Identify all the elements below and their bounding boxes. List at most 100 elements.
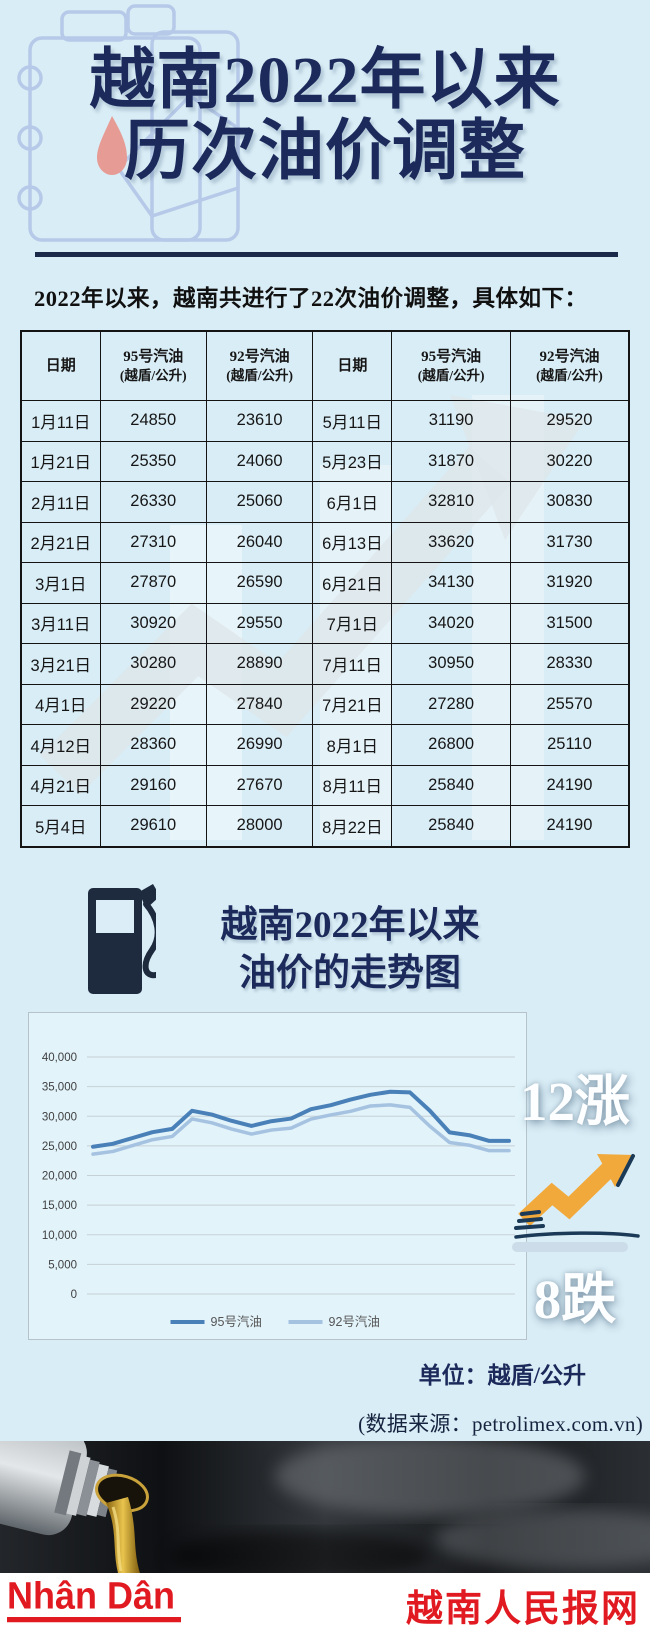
price-cell: 32810	[391, 481, 511, 523]
price-cell: 34130	[391, 562, 511, 604]
price-cell: 27310	[99, 521, 207, 563]
price-cell: 29520	[509, 400, 630, 442]
price-cell: 23610	[205, 400, 314, 442]
column-header: 95号汽油 (越盾/公升)	[391, 330, 511, 401]
price-cell: 30280	[99, 643, 207, 685]
table-row: 2月21日 27310 26040 6月13日 33620 31730	[20, 521, 630, 563]
table-row: 2月11日 26330 25060 6月1日 32810 30830	[20, 481, 630, 523]
price-cell: 29220	[99, 683, 207, 725]
y-axis-tick-label: 30,000	[42, 1111, 77, 1123]
price-cell: 26040	[205, 521, 314, 563]
price-cell: 31190	[391, 400, 511, 442]
date-cell: 6月21日	[312, 562, 393, 604]
series-line-92号汽油	[91, 1103, 511, 1156]
price-cell: 27840	[205, 683, 314, 725]
date-cell: 1月21日	[20, 440, 101, 482]
date-cell: 7月11日	[312, 643, 393, 685]
price-cell: 24850	[99, 400, 207, 442]
price-cell: 28360	[99, 724, 207, 766]
column-header: 95号汽油 (越盾/公升)	[99, 330, 207, 401]
table-row: 3月11日 30920 29550 7月1日 34020 31500	[20, 602, 630, 644]
date-cell: 5月23日	[312, 440, 393, 482]
unit-note: 单位：越盾/公升	[418, 1363, 586, 1388]
y-axis-tick-label: 25,000	[42, 1141, 77, 1153]
column-header: 日期	[312, 330, 393, 401]
price-cell: 28330	[509, 643, 630, 685]
date-cell: 3月21日	[20, 643, 101, 685]
vietnam-peoples-daily-logo: 越南人民报网	[406, 1588, 640, 1625]
price-cell: 31920	[509, 562, 630, 604]
y-axis-tick-label: 0	[71, 1289, 77, 1301]
chart-title: 越南2022年以来 油价的走势图	[180, 902, 520, 998]
table-row: 1月21日 25350 24060 5月23日 31870 30220	[20, 440, 630, 482]
price-cell: 25570	[509, 683, 630, 725]
table-row: 4月1日 29220 27840 7月21日 27280 25570	[20, 683, 630, 725]
table-row: 5月4日 29610 28000 8月22日 25840 24190	[20, 805, 630, 847]
table-row: 3月1日 27870 26590 6月21日 34130 31920	[20, 562, 630, 604]
column-header: 日期	[20, 330, 101, 401]
price-cell: 24190	[509, 764, 630, 806]
price-cell: 29550	[205, 602, 314, 644]
price-cell: 31730	[509, 521, 630, 563]
oil-drop-icon	[97, 116, 127, 175]
fall-count-label: 8跌	[533, 1269, 617, 1330]
date-cell: 5月4日	[20, 805, 101, 847]
price-cell: 25060	[205, 481, 314, 523]
price-cell: 27670	[205, 764, 314, 806]
date-cell: 6月1日	[312, 481, 393, 523]
date-cell: 8月22日	[312, 805, 393, 847]
price-cell: 31870	[391, 440, 511, 482]
date-cell: 1月11日	[20, 400, 101, 442]
price-cell: 33620	[391, 521, 511, 563]
legend-label: 92号汽油	[329, 1314, 380, 1329]
series-line-95号汽油	[91, 1089, 511, 1149]
legend-label: 95号汽油	[211, 1314, 262, 1329]
y-axis-tick-label: 40,000	[42, 1052, 77, 1064]
price-cell: 26330	[99, 481, 207, 523]
table-row: 4月12日 28360 26990 8月1日 26800 25110	[20, 724, 630, 766]
oil-pour-illustration	[0, 1441, 650, 1573]
fuel-pump-icon	[88, 884, 156, 994]
oil-pour-photo	[0, 1441, 650, 1573]
date-cell: 4月12日	[20, 724, 101, 766]
date-cell: 2月11日	[20, 481, 101, 523]
table-row: 1月11日 24850 23610 5月11日 31190 29520	[20, 400, 630, 442]
nhandan-logo: Nhân Dân	[7, 1575, 182, 1622]
price-cell: 27870	[99, 562, 207, 604]
price-cell: 30920	[99, 602, 207, 644]
price-cell: 24060	[205, 440, 314, 482]
price-cell: 30830	[509, 481, 630, 523]
y-axis-tick-label: 5,000	[48, 1259, 77, 1271]
price-table: 日期 95号汽油 (越盾/公升) 92号汽油 (越盾/公升) 日期 95号汽油 (越盾/公升)…	[20, 330, 630, 848]
up-trend-arrow-icon	[512, 1154, 640, 1252]
main-title: 越南2022年以来 历次油价调整	[0, 44, 650, 187]
line-chart-canvas: 0 5,000 10,000 15,000 20,000 25,000 30,000 35,0…	[42, 1052, 515, 1329]
date-cell: 3月11日	[20, 602, 101, 644]
oil-canister-decoration	[17, 4, 240, 242]
y-axis-tick-label: 15,000	[42, 1200, 77, 1212]
y-axis-tick-label: 20,000	[42, 1171, 77, 1183]
date-cell: 4月1日	[20, 683, 101, 725]
date-cell: 4月21日	[20, 764, 101, 806]
column-header: 92号汽油 (越盾/公升)	[509, 330, 630, 401]
main-title-line1: 越南2022年以来	[89, 44, 561, 117]
y-axis-tick-label: 35,000	[42, 1082, 77, 1094]
date-cell: 7月21日	[312, 683, 393, 725]
price-cell: 28000	[205, 805, 314, 847]
price-cell: 29610	[99, 805, 207, 847]
date-cell: 3月1日	[20, 562, 101, 604]
line-chart: 0 5,000 10,000 15,000 20,000 25,000 30,000 35,0…	[28, 1012, 527, 1340]
rise-count-label: 12涨	[519, 1071, 630, 1132]
price-cell: 26800	[391, 724, 511, 766]
table-row: 3月21日 30280 28890 7月11日 30950 28330	[20, 643, 630, 685]
date-cell: 6月13日	[312, 521, 393, 563]
table-row: 4月21日 29160 27670 8月11日 25840 24190	[20, 764, 630, 806]
price-cell: 31500	[509, 602, 630, 644]
source-note: (数据来源：petrolimex.com.vn)	[358, 1412, 643, 1436]
intro-text: 2022年以来，越南共进行了22次油价调整，具体如下：	[34, 286, 588, 311]
price-cell: 28890	[205, 643, 314, 685]
price-table-header: 日期 95号汽油 (越盾/公升) 92号汽油 (越盾/公升) 日期 95号汽油 (越盾/公升)…	[20, 330, 630, 401]
date-cell: 7月1日	[312, 602, 393, 644]
price-cell: 30220	[509, 440, 630, 482]
